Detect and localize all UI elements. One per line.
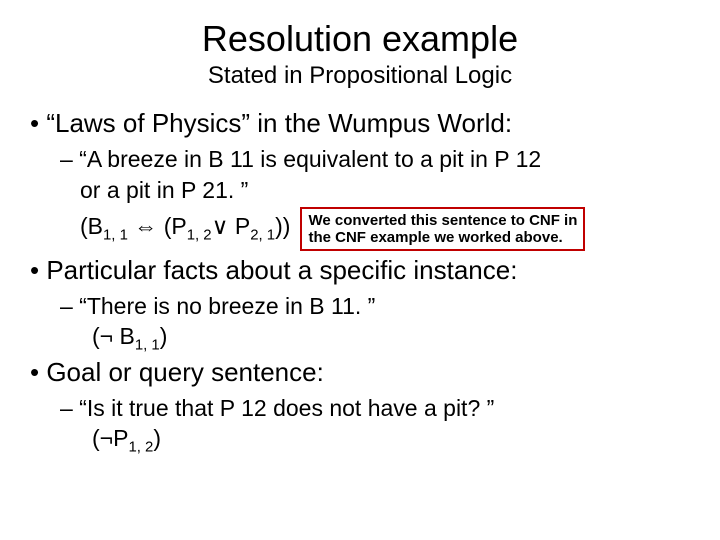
- sub-quote-facts: – “There is no breeze in B 11. ”: [80, 292, 690, 321]
- note-line: We converted this sentence to CNF in: [308, 212, 577, 229]
- slide-title: Resolution example: [30, 18, 690, 60]
- sub-quote-goal: – “Is it true that P 12 does not have a …: [80, 394, 690, 423]
- subscript: 1, 1: [135, 336, 160, 353]
- formula-row-laws: (B1, 1 ⇔ (P1, 2∨ P2, 1)) We converted th…: [80, 207, 690, 252]
- subscript: 2, 1: [250, 227, 275, 244]
- bullet-text: “Laws of Physics” in the Wumpus World:: [46, 108, 512, 138]
- subscript: 1, 2: [128, 439, 153, 456]
- formula-part: ): [160, 323, 168, 349]
- formula-part: (¬ B: [92, 323, 135, 349]
- formula-part: (¬P: [92, 425, 128, 451]
- slide-subtitle: Stated in Propositional Logic: [30, 62, 690, 90]
- formula-laws: (B1, 1 ⇔ (P1, 2∨ P2, 1)): [80, 213, 290, 244]
- formula-part: ): [153, 425, 161, 451]
- bullet-text: Particular facts about a specific instan…: [46, 255, 517, 285]
- formula-part: (B: [80, 213, 103, 239]
- formula-part: ∨ P: [212, 213, 251, 239]
- note-line: the CNF example we worked above.: [308, 229, 577, 246]
- formula-goal: (¬P1, 2): [92, 425, 690, 456]
- slide: Resolution example Stated in Proposition…: [0, 0, 720, 540]
- bullet-list: “Laws of Physics” in the Wumpus World:: [30, 108, 690, 139]
- sub-quote-laws-line1: – “A breeze in B 11 is equivalent to a p…: [80, 145, 690, 174]
- bullet-goal: Goal or query sentence:: [30, 357, 690, 388]
- formula-facts: (¬ B1, 1): [92, 323, 690, 354]
- subscript: 1, 2: [187, 227, 212, 244]
- sub-quote-laws-line2: or a pit in P 21. ”: [80, 176, 690, 205]
- subscript: 1, 1: [103, 227, 128, 244]
- bullet-list: Particular facts about a specific instan…: [30, 255, 690, 286]
- cnf-note-box: We converted this sentence to CNF in the…: [300, 207, 585, 252]
- bullet-facts: Particular facts about a specific instan…: [30, 255, 690, 286]
- bullet-text: Goal or query sentence:: [46, 357, 324, 387]
- bullet-laws: “Laws of Physics” in the Wumpus World:: [30, 108, 690, 139]
- bullet-list: Goal or query sentence:: [30, 357, 690, 388]
- formula-part: ⇔ (P: [128, 213, 187, 239]
- formula-part: )): [275, 213, 290, 239]
